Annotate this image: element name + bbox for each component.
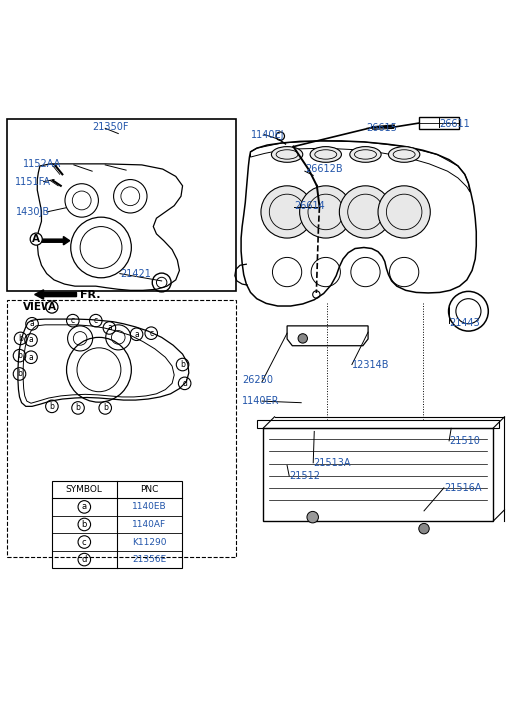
Text: a: a (134, 330, 139, 339)
Circle shape (261, 186, 313, 238)
Text: 1140AF: 1140AF (132, 520, 166, 529)
Polygon shape (41, 236, 70, 245)
Ellipse shape (310, 147, 342, 162)
Text: 26250: 26250 (242, 375, 273, 385)
Bar (7, 300, 236, 557)
Bar (52, 481, 181, 569)
Text: a: a (82, 502, 87, 511)
Text: 12314B: 12314B (352, 360, 389, 369)
Circle shape (378, 186, 430, 238)
Text: FR.: FR. (80, 289, 101, 300)
Circle shape (340, 186, 391, 238)
Text: 1140EJ: 1140EJ (250, 129, 284, 140)
Text: a: a (29, 335, 34, 345)
Text: b: b (18, 334, 23, 343)
Text: 1151FA: 1151FA (15, 177, 51, 187)
Text: VIEW: VIEW (23, 302, 53, 312)
Text: PNC: PNC (140, 485, 158, 494)
Ellipse shape (350, 147, 381, 162)
Text: 21513A: 21513A (313, 458, 351, 467)
Text: K11290: K11290 (132, 537, 166, 547)
Text: c: c (82, 537, 86, 547)
Bar (257, 420, 499, 428)
Bar (263, 428, 493, 521)
Text: 21356E: 21356E (132, 555, 166, 564)
Text: b: b (180, 360, 185, 369)
Circle shape (298, 334, 308, 343)
Text: 21510: 21510 (449, 436, 480, 446)
Text: b: b (17, 369, 22, 379)
Text: A: A (32, 234, 40, 244)
Text: a: a (107, 324, 112, 332)
Text: 1152AA: 1152AA (23, 159, 61, 169)
Text: 1140EB: 1140EB (132, 502, 167, 511)
Text: b: b (49, 402, 54, 411)
Ellipse shape (271, 147, 303, 162)
Circle shape (307, 511, 319, 523)
Text: SYMBOL: SYMBOL (66, 485, 103, 494)
Text: d: d (82, 555, 87, 564)
Text: d: d (182, 379, 187, 388)
Circle shape (300, 186, 352, 238)
Text: 26611: 26611 (440, 119, 471, 129)
Text: 1430JB: 1430JB (16, 207, 50, 217)
Text: 21350F: 21350F (92, 122, 129, 132)
Text: A: A (48, 302, 56, 312)
Ellipse shape (388, 147, 420, 162)
Text: c: c (94, 316, 98, 325)
Text: 26614: 26614 (294, 201, 325, 211)
Bar (7, 119, 236, 292)
Text: 21516A: 21516A (444, 483, 482, 493)
Text: a: a (30, 319, 35, 329)
Circle shape (419, 523, 429, 534)
Text: b: b (17, 351, 22, 360)
Text: 26615: 26615 (366, 124, 397, 133)
Text: 21512: 21512 (289, 471, 320, 481)
Text: c: c (71, 316, 75, 325)
Text: b: b (75, 403, 81, 412)
Bar (419, 117, 458, 129)
Text: 21421: 21421 (120, 268, 151, 278)
Text: b: b (82, 520, 87, 529)
Text: c: c (149, 329, 153, 337)
Text: a: a (29, 353, 34, 362)
Text: 26612B: 26612B (305, 164, 343, 174)
Text: 1140ER: 1140ER (242, 396, 280, 406)
Polygon shape (35, 290, 77, 300)
Text: b: b (103, 403, 107, 412)
Text: 21443: 21443 (449, 318, 480, 328)
